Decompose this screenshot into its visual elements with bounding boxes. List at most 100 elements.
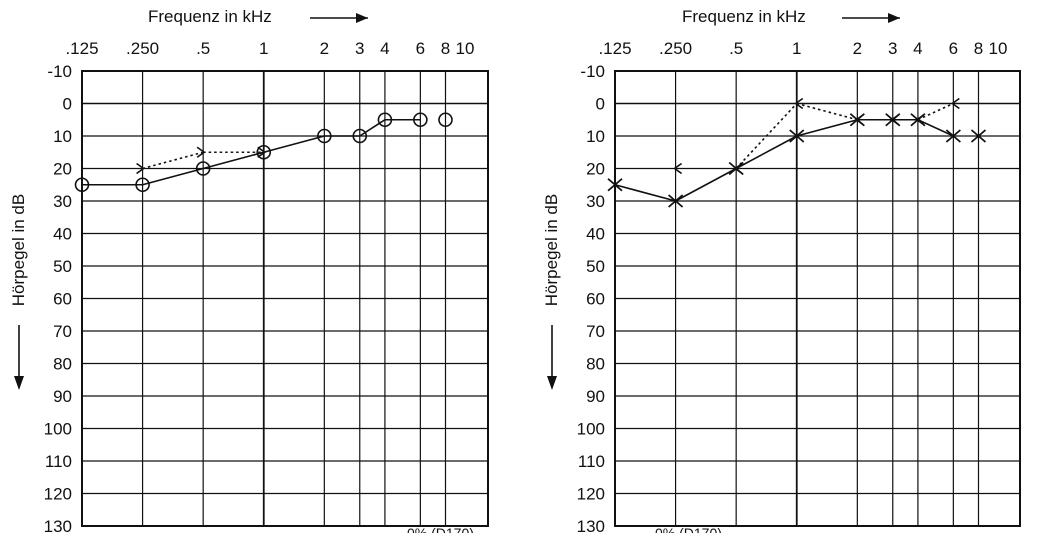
y-tick-label: 0 <box>596 95 605 114</box>
x-tick-label: 8 <box>441 39 450 58</box>
data-point-circle <box>438 112 453 128</box>
x-tick-label: .5 <box>729 39 743 58</box>
y-axis-arrowhead <box>14 376 24 390</box>
y-tick-label: 60 <box>586 290 605 309</box>
series-circle <box>74 112 453 193</box>
x-tick-label: 4 <box>913 39 922 58</box>
data-point-bracket <box>794 97 804 110</box>
y-axis-title: Hörpegel in dB <box>9 194 28 306</box>
y-tick-label: 130 <box>577 517 605 533</box>
series-segment <box>675 167 737 202</box>
data-point-circle <box>135 177 150 193</box>
x-tick-label: .250 <box>659 39 692 58</box>
y-tick-label: 10 <box>586 127 605 146</box>
x-tick-label: 3 <box>355 39 364 58</box>
y-tick-label: 60 <box>53 290 72 309</box>
series-segment <box>796 118 858 137</box>
data-point-bracket <box>733 162 743 175</box>
y-tick-label: 120 <box>44 485 72 504</box>
data-point-circle <box>256 144 272 160</box>
series-segment <box>735 102 798 170</box>
data-point-bracket <box>257 146 267 158</box>
y-tick-label: 30 <box>53 192 72 211</box>
y-tick-label: 90 <box>586 387 605 406</box>
footnote: 0% (D170) <box>407 525 474 533</box>
series-segment <box>917 102 954 121</box>
data-point-bracket <box>196 146 206 158</box>
data-point-cross <box>945 129 961 143</box>
y-tick-label: -10 <box>580 62 605 81</box>
x-tick-label: 6 <box>416 39 425 58</box>
x-axis-arrowhead <box>888 13 900 23</box>
y-tick-label: 70 <box>586 322 605 341</box>
x-axis-title: Frequenz in kHz <box>682 7 806 26</box>
y-tick-label: 40 <box>53 225 72 244</box>
data-point-circle <box>413 112 428 128</box>
y-tick-label: 100 <box>44 420 72 439</box>
y-tick-label: 120 <box>577 485 605 504</box>
series-segment <box>202 151 264 170</box>
data-point-bracket <box>673 162 683 175</box>
y-tick-label: 10 <box>53 127 72 146</box>
y-tick-label: 100 <box>577 420 605 439</box>
y-tick-label: 50 <box>586 257 605 276</box>
audiogram-right: -100102030405060708090100110120130.125.2… <box>542 7 1021 533</box>
y-tick-label: 110 <box>45 452 72 471</box>
series-segment <box>359 119 386 137</box>
audiogram-left: -100102030405060708090100110120130.125.2… <box>9 7 489 533</box>
y-tick-label: 30 <box>586 192 605 211</box>
data-point-circle <box>377 112 393 128</box>
y-tick-label: 110 <box>578 452 605 471</box>
series-bracket-left <box>673 97 960 175</box>
data-point-bracket <box>950 97 960 110</box>
x-tick-label: 2 <box>853 39 862 58</box>
data-point-circle <box>195 161 211 176</box>
y-tick-label: 80 <box>586 355 605 374</box>
y-tick-label: 20 <box>586 160 605 179</box>
data-point-cross <box>607 178 623 192</box>
y-tick-label: 0 <box>63 95 72 114</box>
y-tick-label: 40 <box>586 225 605 244</box>
x-tick-label: 2 <box>320 39 329 58</box>
footnote: 0% (D170) <box>655 525 722 533</box>
series-segment <box>917 119 954 137</box>
x-axis-title: Frequenz in kHz <box>148 7 272 26</box>
data-point-circle <box>317 128 332 144</box>
x-tick-label: .5 <box>196 39 210 58</box>
y-tick-label: 70 <box>53 322 72 341</box>
x-tick-label: 4 <box>380 39 389 58</box>
x-tick-label: .125 <box>65 39 98 58</box>
y-axis-title: Hörpegel in dB <box>542 194 561 306</box>
data-point-bracket <box>915 114 925 126</box>
data-point-circle <box>74 177 90 193</box>
series-segment <box>735 135 798 170</box>
x-tick-label: 10 <box>989 39 1008 58</box>
series-bracket-right <box>136 146 267 175</box>
y-axis-arrowhead <box>547 376 557 390</box>
y-tick-label: 90 <box>53 387 72 406</box>
data-point-cross <box>789 129 805 143</box>
x-axis-arrowhead <box>356 13 368 23</box>
y-tick-label: 20 <box>53 160 72 179</box>
series-segment <box>142 151 204 170</box>
series-segment <box>614 183 676 202</box>
x-tick-label: 6 <box>949 39 958 58</box>
x-tick-label: 8 <box>974 39 983 58</box>
x-tick-label: .125 <box>598 39 631 58</box>
data-point-bracket <box>136 162 145 175</box>
data-point-bracket <box>890 114 900 126</box>
series-segment <box>142 167 204 186</box>
y-tick-label: -10 <box>47 62 72 81</box>
data-point-cross <box>667 194 684 208</box>
data-point-circle <box>352 128 368 144</box>
x-tick-label: 1 <box>792 39 801 58</box>
x-tick-label: 10 <box>456 39 475 58</box>
x-tick-label: 3 <box>888 39 897 58</box>
data-point-cross <box>970 129 987 143</box>
series-segment <box>263 135 325 154</box>
y-tick-label: 80 <box>53 355 72 374</box>
x-tick-label: 1 <box>259 39 268 58</box>
y-tick-label: 130 <box>44 517 72 533</box>
series-segment <box>796 102 858 121</box>
